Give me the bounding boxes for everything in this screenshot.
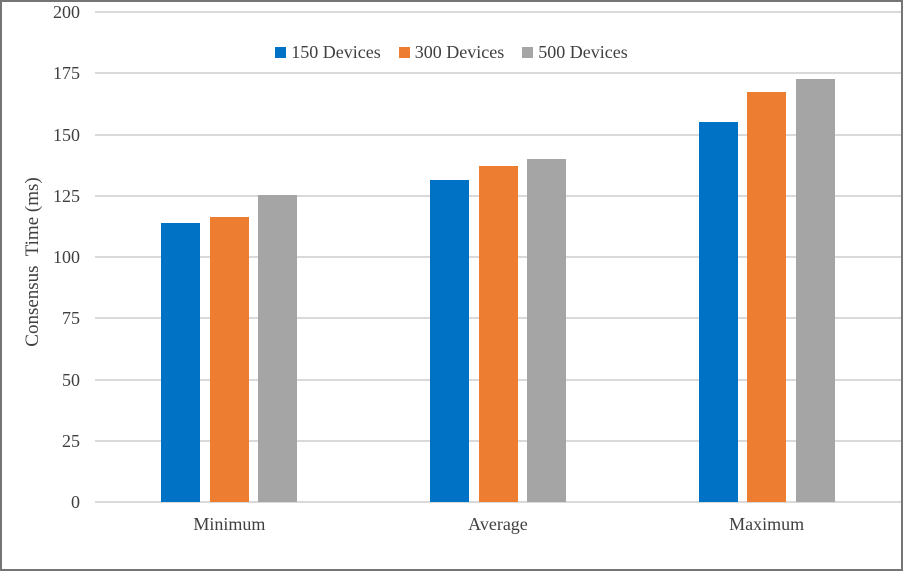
- bar-group: [430, 159, 566, 502]
- bar: [209, 216, 249, 502]
- bar-group: [698, 79, 835, 502]
- plot-area: [95, 12, 901, 502]
- legend-item: 300 Devices: [398, 42, 505, 63]
- bar: [161, 222, 201, 502]
- gridline: [95, 72, 901, 75]
- legend-item: 500 Devices: [522, 42, 628, 63]
- y-axis-tick-label: 0: [71, 492, 80, 512]
- bar: [258, 194, 298, 502]
- legend-item: 150 Devices: [275, 42, 381, 63]
- legend-swatch-icon: [275, 47, 287, 58]
- gridline: [95, 133, 901, 136]
- legend-swatch-icon: [522, 47, 534, 58]
- bar: [795, 79, 835, 502]
- bar: [478, 166, 518, 502]
- gridline: [95, 11, 901, 13]
- legend: 150 Devices 300 Devices 500 Devices: [2, 42, 901, 63]
- legend-label: 150 Devices: [291, 42, 381, 62]
- bar: [430, 179, 469, 502]
- bar: [747, 91, 787, 502]
- bar: [698, 122, 738, 502]
- y-axis-tick-label: 150: [53, 124, 80, 145]
- bar-group: [161, 194, 298, 502]
- y-axis-title: Consensus Time (ms): [22, 177, 43, 347]
- legend-swatch-icon: [398, 47, 410, 58]
- bar: [527, 159, 566, 502]
- x-axis-category-label: Average: [468, 514, 528, 534]
- y-axis-tick-label: 25: [62, 430, 80, 451]
- y-axis-tick-label: 50: [62, 369, 80, 390]
- legend-label: 300 Devices: [414, 42, 505, 62]
- y-axis-tick-label: 100: [53, 247, 80, 267]
- y-axis-tick-label: 200: [53, 2, 80, 22]
- legend-label: 500 Devices: [538, 42, 628, 62]
- y-axis-tick-label: 125: [53, 185, 80, 206]
- x-axis-line: [95, 501, 901, 503]
- x-axis-category-label: Minimum: [193, 514, 266, 534]
- y-axis-tick-label: 75: [62, 308, 80, 329]
- x-axis-category-label: Maximum: [729, 514, 805, 534]
- y-axis-tick-label: 175: [53, 63, 80, 84]
